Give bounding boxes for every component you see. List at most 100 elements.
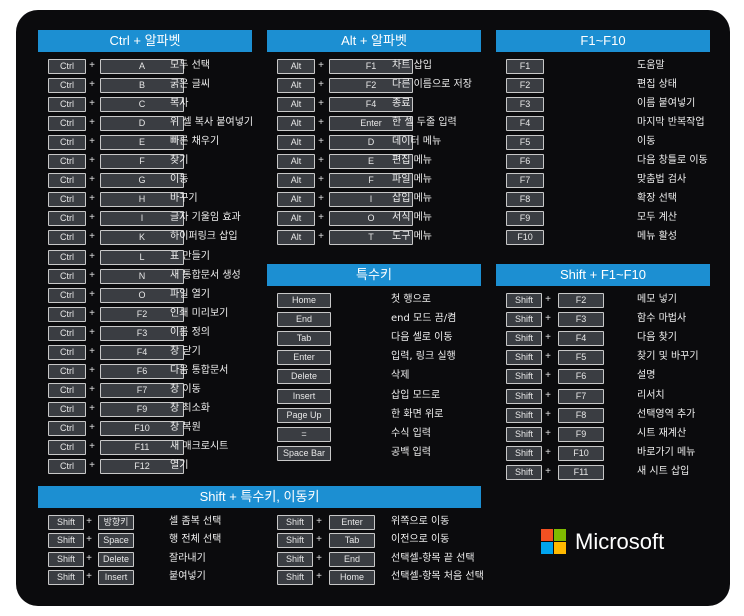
shortcut-row: Home 첫 행으로 — [277, 291, 497, 310]
shortcut-description: 표 만들기 — [170, 250, 210, 262]
key-cap: End — [277, 312, 331, 328]
header-alt: Alt + 알파벳 — [267, 30, 481, 52]
modifier-key: Shift — [277, 515, 313, 530]
shortcut-row: Ctrl + H 바꾸기 — [48, 190, 268, 209]
modifier-key: Shift — [506, 407, 542, 423]
shortcut-row: Ctrl + C 복사 — [48, 95, 268, 114]
plus-sign: + — [89, 383, 95, 395]
shortcut-row: Tab 다음 셀로 이동 — [277, 329, 497, 348]
modifier-key: Ctrl — [48, 382, 86, 398]
shortcut-row: Ctrl + F11 새 매크로시트 — [48, 438, 268, 457]
shortcut-row: Alt + I 삽입 메뉴 — [277, 190, 497, 209]
key-cap: F9 — [506, 211, 544, 227]
key-cap: I — [329, 192, 413, 208]
shortcut-description: 이동 — [637, 136, 656, 148]
key-cap: F1 — [329, 59, 413, 74]
shortcut-row: F5 이동 — [506, 133, 726, 152]
plus-sign: + — [89, 174, 95, 186]
plus-sign: + — [318, 117, 324, 129]
shortcut-description: 한 화면 위로 — [391, 408, 444, 420]
shortcut-row: Alt + F 파일 메뉴 — [277, 171, 497, 190]
key-cap: F — [100, 154, 184, 170]
shortcut-row: End end 모드 끔/켬 — [277, 310, 497, 329]
key-cap: E — [100, 135, 184, 151]
shortcut-description: 한 셀 두줄 입력 — [392, 117, 457, 129]
plus-sign: + — [316, 516, 322, 527]
key-cap: T — [329, 230, 413, 246]
shortcut-row: F2 편집 상태 — [506, 76, 726, 95]
shortcut-row: Alt + Enter 한 셀 두줄 입력 — [277, 114, 497, 133]
shortcut-description: 이동 — [170, 174, 189, 186]
key-cap: L — [100, 249, 184, 265]
shortcut-description: 바꾸기 — [170, 193, 198, 205]
shortcut-row: Shift + Home 선택셀-항목 처음 선택 — [277, 568, 497, 587]
modifier-key: Alt — [277, 173, 315, 189]
modifier-key: Ctrl — [48, 420, 86, 436]
shortcut-row: Shift + Delete 잘라내기 — [48, 550, 268, 569]
modifier-key: Ctrl — [48, 211, 86, 227]
modifier-key: Shift — [506, 350, 542, 366]
plus-sign: + — [545, 294, 551, 305]
key-cap: F7 — [558, 388, 604, 404]
plus-sign: + — [89, 79, 95, 91]
shortcut-description: 다음 통합문서 — [170, 364, 229, 376]
modifier-key: Ctrl — [48, 363, 86, 379]
shortcut-row: Alt + E 편집 메뉴 — [277, 152, 497, 171]
shortcut-row: Ctrl + O 파일 열기 — [48, 286, 268, 305]
plus-sign: + — [86, 552, 92, 564]
key-cap: F — [329, 173, 413, 189]
shortcut-description: 굵은 글씨 — [170, 79, 210, 91]
modifier-key: Shift — [277, 551, 313, 567]
shortcut-row: Ctrl + F6 다음 통합문서 — [48, 362, 268, 381]
shortcut-description: 잘라내기 — [169, 552, 206, 564]
key-cap: F6 — [506, 154, 544, 170]
shortcut-description: 글자 기울임 효과 — [170, 212, 241, 224]
shortcut-description: 창 닫기 — [170, 345, 201, 357]
shortcut-description: 위쪽으로 이동 — [391, 516, 450, 527]
shortcut-row: Ctrl + L 표 만들기 — [48, 248, 268, 267]
plus-sign: + — [318, 155, 324, 167]
key-cap: F9 — [558, 426, 604, 442]
plus-sign: + — [545, 446, 551, 458]
plus-sign: + — [545, 408, 551, 420]
shortcut-description: 다음 찾기 — [637, 332, 677, 344]
modifier-key: Shift — [506, 331, 542, 347]
shortcut-row: Shift + F2 메모 넣기 — [506, 291, 726, 310]
key-cap: Tab — [277, 331, 331, 347]
plus-sign: + — [318, 193, 324, 205]
key-cap: G — [100, 173, 184, 189]
plus-sign: + — [89, 155, 95, 167]
logo-square-blue — [541, 542, 553, 554]
key-cap: F9 — [100, 401, 184, 417]
modifier-key: Ctrl — [48, 325, 86, 341]
shortcut-description: 선택셀-항목 처음 선택 — [391, 570, 484, 582]
shortcut-description: 파일 열기 — [170, 288, 210, 300]
shortcut-row: Ctrl + G 이동 — [48, 171, 268, 190]
key-cap: Space Bar — [277, 445, 331, 461]
shortcut-row: Shift + F8 선택영역 추가 — [506, 406, 726, 425]
modifier-key: Shift — [48, 515, 84, 530]
key-cap: N — [100, 268, 184, 284]
plus-sign: + — [89, 136, 95, 148]
shortcut-description: 도움말 — [637, 60, 665, 71]
key-cap: F3 — [100, 325, 184, 341]
plus-sign: + — [545, 370, 551, 382]
header-fkeys: F1~F10 — [496, 30, 710, 52]
modifier-key: Shift — [506, 426, 542, 442]
plus-sign: + — [545, 465, 551, 477]
shortcut-row: F6 다음 창틀로 이동 — [506, 152, 726, 171]
shortcut-row: Ctrl + D 위 셀 복사 붙여넣기 — [48, 114, 268, 133]
modifier-key: Alt — [277, 59, 315, 74]
shortcut-description: 인쇄 미리보기 — [170, 307, 229, 319]
logo-square-red — [541, 529, 553, 541]
key-cap: Delete — [98, 551, 134, 567]
plus-sign: + — [89, 269, 95, 281]
logo-square-green — [554, 529, 566, 541]
shortcut-description: 데이터 메뉴 — [392, 136, 442, 148]
plus-sign: + — [318, 212, 324, 224]
shortcut-row: F7 맞춤법 검사 — [506, 171, 726, 190]
shortcut-description: 빠른 채우기 — [170, 136, 220, 148]
shortcut-row: Shift + 방향키 셀 좀복 선택 — [48, 513, 268, 532]
shortcut-description: 다음 창틀로 이동 — [637, 155, 708, 167]
shortcut-description: 파일 메뉴 — [392, 174, 432, 186]
